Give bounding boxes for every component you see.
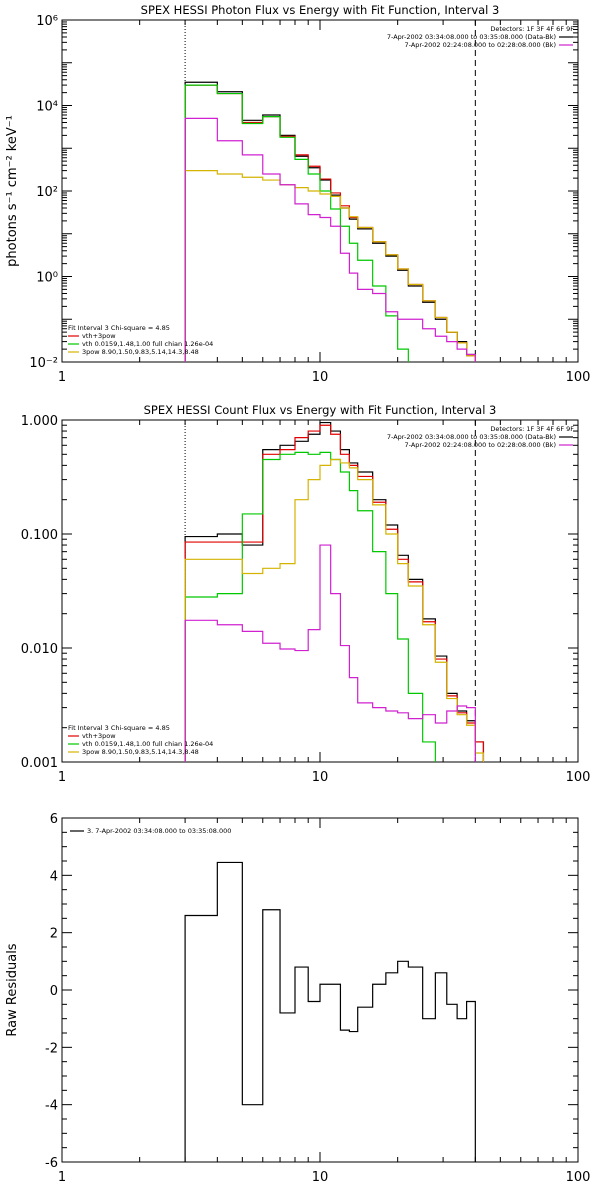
series-group bbox=[184, 81, 476, 362]
series-data bbox=[184, 81, 476, 362]
y-tick-label: -2 bbox=[45, 1041, 58, 1056]
legend-entry: 7-Apr-2002 02:24:08.000 to 02:28:08.000 … bbox=[405, 441, 556, 449]
x-tick-label: 10 bbox=[312, 370, 329, 385]
x-tick-label: 100 bbox=[566, 770, 591, 785]
y-tick-label: 10⁻² bbox=[29, 356, 58, 371]
fit-entry: 3pow 8.90,1.50,9.83,5.14,14.3,8.48 bbox=[82, 748, 199, 756]
x-tick-label: 1 bbox=[58, 1170, 66, 1185]
y-axis-label: photons s⁻¹ cm⁻² keV⁻¹ bbox=[5, 115, 20, 267]
fit-entry: vth 0.0159,1.48,1.00 full chian 1.26e-04 bbox=[82, 740, 213, 748]
legend-entry: 7-Apr-2002 03:34:08.000 to 03:35:08.000 … bbox=[387, 433, 556, 441]
y-tick-label: 1.000 bbox=[21, 414, 58, 429]
y-ticks: -6 -4 -2 0 2 4 6 bbox=[45, 812, 578, 1171]
x-ticks: 1 10 100 bbox=[58, 818, 591, 1185]
chart-panel-1: SPEX HESSI Photon Flux vs Energy with Fi… bbox=[5, 3, 591, 385]
series-group bbox=[184, 861, 476, 1162]
y-tick-label: 10⁴ bbox=[36, 100, 58, 115]
y-ticks: 10⁻² 10⁰ 10² 10⁴ 10⁶ bbox=[29, 14, 578, 371]
y-tick-label: -6 bbox=[45, 1156, 58, 1171]
chart-title: SPEX HESSI Count Flux vs Energy with Fit… bbox=[144, 403, 497, 417]
y-tick-label: 0 bbox=[50, 984, 58, 999]
y-tick-label: 2 bbox=[50, 927, 58, 942]
x-tick-label: 10 bbox=[312, 1170, 329, 1185]
y-tick-label: 0.010 bbox=[21, 642, 58, 657]
chart-panel-3: Raw Residuals 1 10 100 -6 -4 -2 0 2 4 6 3. 7-Apr-20… bbox=[5, 812, 590, 1185]
fit-entry: vth+3pow bbox=[82, 732, 116, 740]
series-residuals bbox=[184, 861, 476, 1162]
fit-entry: vth 0.0159,1.48,1.00 full chian 1.26e-04 bbox=[82, 340, 213, 348]
x-tick-label: 100 bbox=[566, 1170, 591, 1185]
fit-header: Fit Interval 3 Chi-square = 4.85 bbox=[68, 724, 170, 732]
x-tick-label: 1 bbox=[58, 370, 66, 385]
legend-fit: Fit Interval 3 Chi-square = 4.85vth+3pow… bbox=[68, 724, 213, 756]
legend-header: Detectors: 1F 3F 4F 6F 9F bbox=[490, 425, 574, 433]
y-tick-label: 10⁶ bbox=[36, 14, 58, 29]
fit-entry: vth+3pow bbox=[82, 332, 116, 340]
legend-header: Detectors: 1F 3F 4F 6F 9F bbox=[490, 25, 574, 33]
series-thermal bbox=[184, 451, 436, 762]
x-tick-label: 100 bbox=[566, 370, 591, 385]
x-tick-label: 10 bbox=[312, 770, 329, 785]
y-tick-label: 0.001 bbox=[21, 756, 58, 771]
series-total bbox=[184, 424, 485, 762]
fit-entry: 3pow 8.90,1.50,9.83,5.14,14.3,8.48 bbox=[82, 348, 199, 356]
y-ticks: 0.001 0.010 0.100 1.000 bbox=[21, 414, 578, 771]
series-group bbox=[184, 421, 485, 762]
series-power bbox=[184, 458, 485, 762]
legend-entry: 7-Apr-2002 02:24:08.000 to 02:28:08.000 … bbox=[405, 41, 556, 49]
legend-top: Detectors: 1F 3F 4F 6F 9F7-Apr-2002 03:3… bbox=[387, 425, 574, 449]
legend-top: Detectors: 1F 3F 4F 6F 9F7-Apr-2002 03:3… bbox=[387, 25, 574, 49]
chart-panel-2: SPEX HESSI Count Flux vs Energy with Fit… bbox=[21, 403, 591, 785]
y-tick-label: 4 bbox=[50, 869, 58, 884]
x-tick-label: 1 bbox=[58, 770, 66, 785]
legend-entry: 7-Apr-2002 03:34:08.000 to 03:35:08.000 … bbox=[387, 33, 556, 41]
series-power bbox=[184, 170, 476, 362]
series-bg bbox=[184, 117, 476, 362]
chart-title: SPEX HESSI Photon Flux vs Energy with Fi… bbox=[141, 3, 500, 17]
y-tick-label: 0.100 bbox=[21, 528, 58, 543]
legend-entry: 3. 7-Apr-2002 03:34:08.000 to 03:35:08.0… bbox=[87, 827, 231, 835]
series-thermal bbox=[184, 84, 409, 362]
y-tick-label: 10⁰ bbox=[36, 271, 58, 286]
x-ticks: 1 10 100 bbox=[58, 20, 591, 385]
y-tick-label: 10² bbox=[36, 185, 58, 200]
fit-header: Fit Interval 3 Chi-square = 4.85 bbox=[68, 324, 170, 332]
y-tick-label: 6 bbox=[50, 812, 58, 827]
legend-top: 3. 7-Apr-2002 03:34:08.000 to 03:35:08.0… bbox=[70, 827, 231, 835]
legend-fit: Fit Interval 3 Chi-square = 4.85vth+3pow… bbox=[68, 324, 213, 356]
y-axis-label: Raw Residuals bbox=[5, 943, 20, 1036]
series-bg bbox=[184, 544, 476, 762]
series-data bbox=[184, 421, 485, 762]
y-tick-label: -4 bbox=[45, 1099, 58, 1114]
